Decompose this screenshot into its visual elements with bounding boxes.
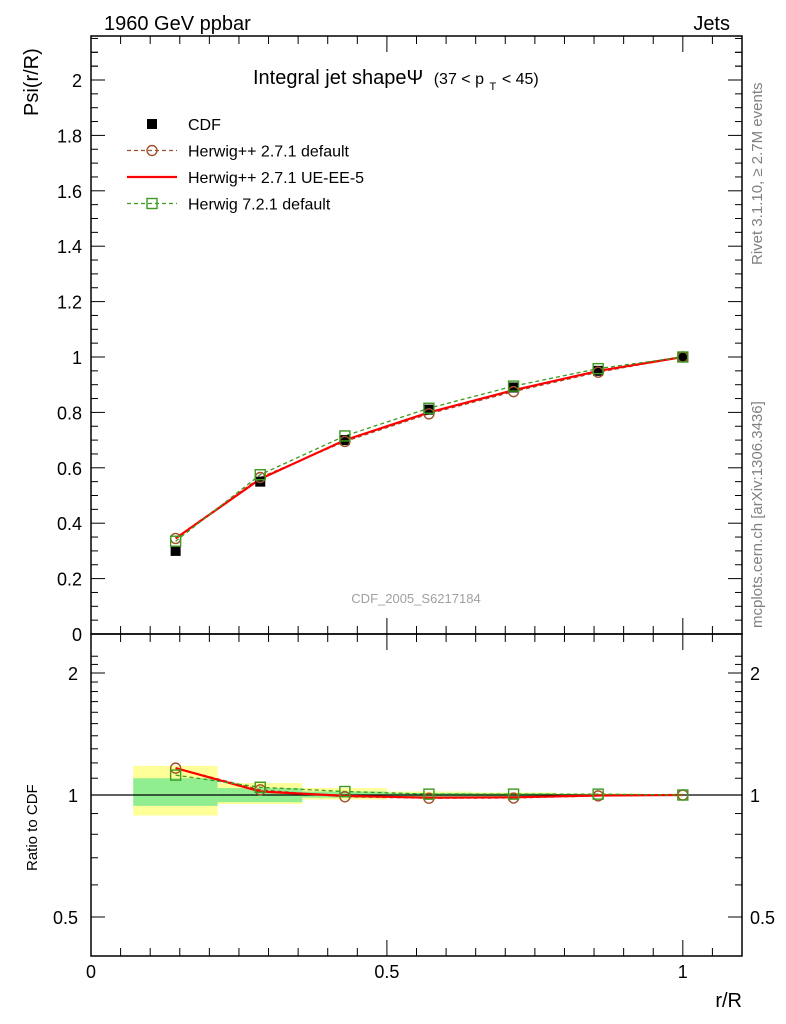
main-point-0 xyxy=(508,382,519,393)
ratio-series-line-0 xyxy=(175,767,683,799)
main-point-3 xyxy=(169,535,182,547)
main-point-3 xyxy=(423,402,435,414)
xtick-label: 0 xyxy=(86,962,96,982)
main-ytick-label: 1.6 xyxy=(57,182,82,202)
ratio-uncertainty-bands xyxy=(133,765,641,816)
main-title-text: Integral jet shapeΨ xyxy=(253,67,423,89)
ratio-point-2 xyxy=(254,781,266,793)
main-x-ticks xyxy=(90,36,743,634)
legend: CDF Herwig++ 2.7.1 default Herwig++ 2.7.1 … xyxy=(127,117,364,214)
main-series-group xyxy=(169,351,689,556)
y-axis-label: Psi(r/R) xyxy=(21,48,43,116)
legend-marker-0 xyxy=(147,119,157,129)
ratio-ytick-label-right: 1 xyxy=(750,786,760,806)
ratio-ytick-label-right: 0.5 xyxy=(750,908,775,928)
ratio-x-ticks: 0 0.5 1 xyxy=(86,634,743,982)
legend-label-0: CDF xyxy=(188,117,221,134)
x-axis-label: r/R xyxy=(715,990,742,1012)
main-ytick-label: 0 xyxy=(72,625,82,645)
main-point-0 xyxy=(339,435,350,446)
legend-marker-3 xyxy=(146,197,158,210)
header-right-label: Jets xyxy=(693,13,730,35)
ratio-point-2 xyxy=(169,769,182,781)
main-panel: 0 0.2 0.4 0.6 0.8 1 1.2 1.4 1.6 1.8 2 Integral jet… xyxy=(21,35,743,645)
main-series-line-1 xyxy=(175,356,683,539)
main-title: Integral jet shapeΨ (37 < p T < 45) xyxy=(253,67,539,95)
main-point-3 xyxy=(339,430,351,442)
ratio-series-group xyxy=(169,762,689,804)
main-point-0 xyxy=(423,404,434,415)
legend-label-2: Herwig++ 2.7.1 UE-EE-5 xyxy=(188,170,364,187)
main-point-3 xyxy=(592,362,604,375)
main-y-ticks: 0 0.2 0.4 0.6 0.8 1 1.2 1.4 1.6 1.8 2 xyxy=(57,37,742,645)
header-left-label: 1960 GeV ppbar xyxy=(104,13,251,35)
ratio-band-inner xyxy=(133,778,218,806)
main-point-0 xyxy=(170,545,181,556)
ratio-series-line-1 xyxy=(175,767,683,799)
main-ytick-label: 1 xyxy=(72,348,82,368)
ratio-ytick-label-left: 0.5 xyxy=(53,908,78,928)
main-series-line-3 xyxy=(175,356,683,542)
legend-label-3: Herwig 7.2.1 default xyxy=(188,197,331,214)
legend-label-1: Herwig++ 2.7.1 default xyxy=(188,144,350,161)
xtick-label: 1 xyxy=(678,962,688,982)
main-point-3 xyxy=(254,469,266,481)
ratio-point-2 xyxy=(507,788,520,800)
ratio-ytick-label-right: 2 xyxy=(750,664,760,684)
main-point-0 xyxy=(593,365,604,376)
ratio-point-0 xyxy=(169,762,182,774)
main-ytick-label: 0.2 xyxy=(57,570,82,590)
main-title-suffix: (37 < p xyxy=(434,71,484,88)
rivet-label: Rivet 3.1.10, ≥ 2.7M events xyxy=(749,83,766,266)
analysis-id-label: CDF_2005_S6217184 xyxy=(351,591,480,606)
main-ytick-label: 0.4 xyxy=(57,514,82,534)
ratio-point-2 xyxy=(423,788,435,800)
ratio-series-line-2 xyxy=(175,774,683,796)
main-ytick-label: 2 xyxy=(72,71,82,91)
main-point-3 xyxy=(507,380,520,392)
main-point-0 xyxy=(255,476,266,487)
ratio-ytick-label-left: 1 xyxy=(68,786,78,806)
ratio-y-ticks: 0.5 0.5 1 1 2 2 xyxy=(53,655,775,928)
legend-marker-1 xyxy=(146,144,158,157)
main-series-line-2 xyxy=(174,355,683,540)
main-ytick-label: 1.8 xyxy=(57,126,82,146)
main-point-3 xyxy=(677,351,689,363)
main-ytick-label: 0.6 xyxy=(57,459,82,479)
ratio-panel: 0.5 0.51 12 2 0 0.5 1 Ratio to CDF r/R xyxy=(24,633,775,1012)
ratio-point-2 xyxy=(339,785,351,798)
main-title-subscript: T xyxy=(490,81,497,93)
ratio-point-2 xyxy=(592,788,604,800)
main-ytick-label: 0.8 xyxy=(57,403,82,423)
mcplots-label: mcplots.cern.ch [arXiv:1306.3436] xyxy=(749,401,766,628)
ratio-ytick-label-left: 2 xyxy=(68,664,78,684)
main-point-0 xyxy=(677,352,688,362)
main-title-suffix-end: < 45) xyxy=(502,71,539,88)
main-ytick-label: 1.2 xyxy=(57,293,82,313)
main-ytick-label: 1.4 xyxy=(57,237,82,257)
ratio-point-2 xyxy=(677,789,689,801)
xtick-label: 0.5 xyxy=(374,962,399,982)
ratio-y-axis-label: Ratio to CDF xyxy=(24,784,41,871)
